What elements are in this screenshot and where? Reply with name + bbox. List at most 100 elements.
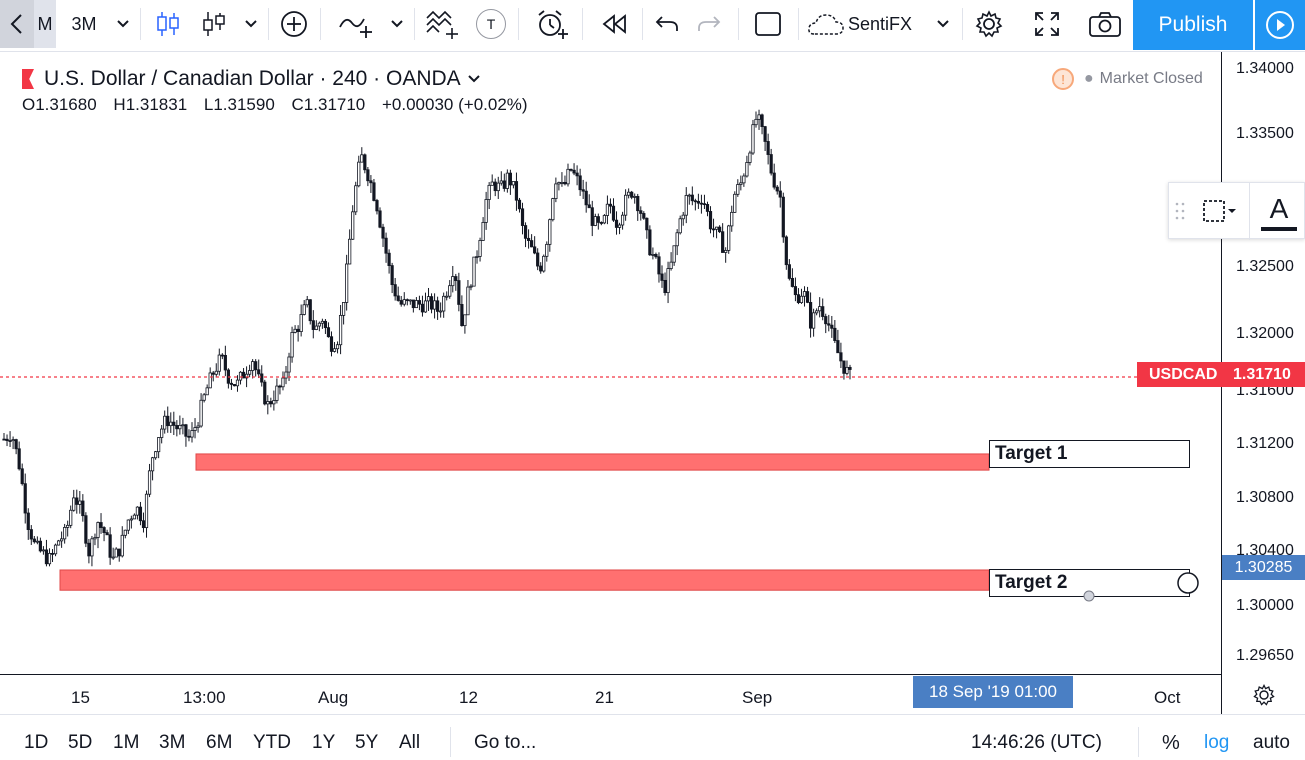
range-5d-button[interactable]: 5D [68, 732, 93, 753]
candle-body [460, 304, 464, 327]
low-value: L1.31590 [203, 95, 275, 114]
cloud-icon[interactable] [804, 0, 848, 48]
bars-style-icon[interactable] [194, 0, 234, 48]
candle-body [157, 437, 161, 453]
chevron-down-icon[interactable] [110, 0, 136, 48]
target-zone[interactable] [195, 453, 990, 471]
alarm-clock-icon[interactable] [530, 0, 574, 48]
publish-button[interactable]: Publish [1133, 0, 1253, 50]
candle-body [69, 509, 73, 526]
candle-body [426, 296, 431, 302]
candle-body [620, 214, 625, 226]
interval-short-button[interactable]: M [34, 0, 56, 48]
target-zone[interactable] [59, 569, 990, 591]
gear-icon[interactable] [1222, 676, 1305, 714]
range-1y-button[interactable]: 1Y [312, 732, 336, 753]
candle-body [372, 182, 376, 201]
percent-scale-button[interactable]: % [1162, 732, 1180, 754]
chevron-down-icon[interactable] [238, 0, 264, 48]
compare-icon[interactable] [334, 0, 378, 48]
indicators-icon[interactable] [420, 0, 464, 48]
candle-body [190, 430, 194, 438]
candle-body [587, 204, 591, 209]
chevron-down-icon[interactable] [930, 0, 956, 48]
camera-icon[interactable] [1084, 0, 1126, 48]
candle-body [241, 371, 246, 379]
fullscreen-icon[interactable] [1026, 0, 1068, 48]
clock[interactable]: 14:46:26 (UTC) [971, 732, 1102, 753]
candle-body [293, 328, 297, 333]
candle-body [432, 300, 437, 310]
candle-body [93, 537, 97, 540]
candle-body [163, 415, 167, 430]
symbol-legend[interactable]: U.S. Dollar / Canadian Dollar · 240 · OA… [22, 67, 481, 91]
chevron-down-icon[interactable] [384, 0, 410, 48]
current-symbol-label: USDCAD [1149, 365, 1218, 383]
replay-icon[interactable] [592, 0, 636, 48]
range-ytd-button[interactable]: YTD [253, 732, 291, 753]
candle-body [763, 126, 767, 142]
candle-body [56, 540, 61, 546]
chevron-down-icon[interactable] [467, 74, 481, 84]
candle-body [711, 228, 716, 231]
candle-body [126, 519, 130, 531]
resize-handle-icon[interactable] [1175, 570, 1201, 596]
play-icon[interactable] [1255, 0, 1305, 50]
range-all-button[interactable]: All [399, 732, 421, 753]
log-scale-button[interactable]: log [1204, 732, 1230, 753]
toolbar-divider [268, 8, 269, 40]
undo-icon[interactable] [648, 0, 686, 48]
candle-body [41, 549, 46, 552]
candle-body [32, 538, 36, 543]
layout-square-icon[interactable] [746, 0, 790, 48]
redo-icon[interactable] [690, 0, 728, 48]
candle-body [472, 256, 476, 287]
range-1d-button[interactable]: 1D [24, 732, 49, 753]
candle-body [651, 254, 655, 256]
candle-body [99, 522, 103, 528]
range-3m-button[interactable]: 3M [159, 732, 186, 753]
range-6m-button[interactable]: 6M [206, 732, 233, 753]
interval-button[interactable]: 3M [71, 13, 97, 34]
auto-scale-button[interactable]: auto [1253, 732, 1290, 753]
range-5y-button[interactable]: 5Y [355, 732, 379, 753]
toolbar-divider [1249, 183, 1250, 240]
gear-icon[interactable] [968, 0, 1010, 48]
candle-body [793, 286, 798, 296]
text-badge-icon[interactable]: T [474, 0, 508, 48]
candle-body [150, 457, 155, 472]
text-color-button[interactable]: A [1269, 193, 1289, 224]
range-1m-button[interactable]: 1M [113, 732, 140, 753]
candle-body [812, 312, 816, 329]
indicator-name-button[interactable]: SentiFX [848, 13, 913, 34]
candle-body [311, 320, 315, 330]
rectangle-select-icon[interactable] [1199, 197, 1239, 225]
time-tick: 21 [595, 688, 614, 707]
price-chart[interactable] [0, 52, 1221, 674]
candle-body [202, 394, 206, 401]
time-tick: Sep [742, 688, 773, 707]
candle-body [663, 279, 667, 294]
go-to-button[interactable]: Go to... [474, 732, 537, 753]
market-status[interactable]: ! ● Market Closed [1052, 68, 1203, 90]
candle-body [699, 202, 704, 205]
candle-body [269, 401, 273, 405]
anchor-handle-icon[interactable] [1082, 589, 1096, 603]
candle-body [705, 204, 710, 212]
drag-handle-icon[interactable] [1175, 201, 1185, 221]
candle-body [548, 219, 552, 245]
candle-body [220, 354, 224, 357]
candle-body [766, 141, 770, 155]
candles-icon[interactable] [148, 0, 188, 48]
candle-body [745, 162, 749, 177]
add-symbol-icon[interactable] [274, 0, 314, 48]
floating-drawing-toolbar[interactable]: A [1168, 182, 1305, 240]
target-1-label[interactable]: Target 1 [989, 440, 1190, 468]
candle-body [181, 424, 185, 427]
candle-body [129, 518, 133, 521]
candle-body [493, 181, 497, 192]
candle-body [714, 226, 719, 230]
candle-body [11, 439, 15, 442]
toolbar-divider [962, 8, 963, 40]
chevron-left-icon[interactable] [0, 0, 34, 48]
